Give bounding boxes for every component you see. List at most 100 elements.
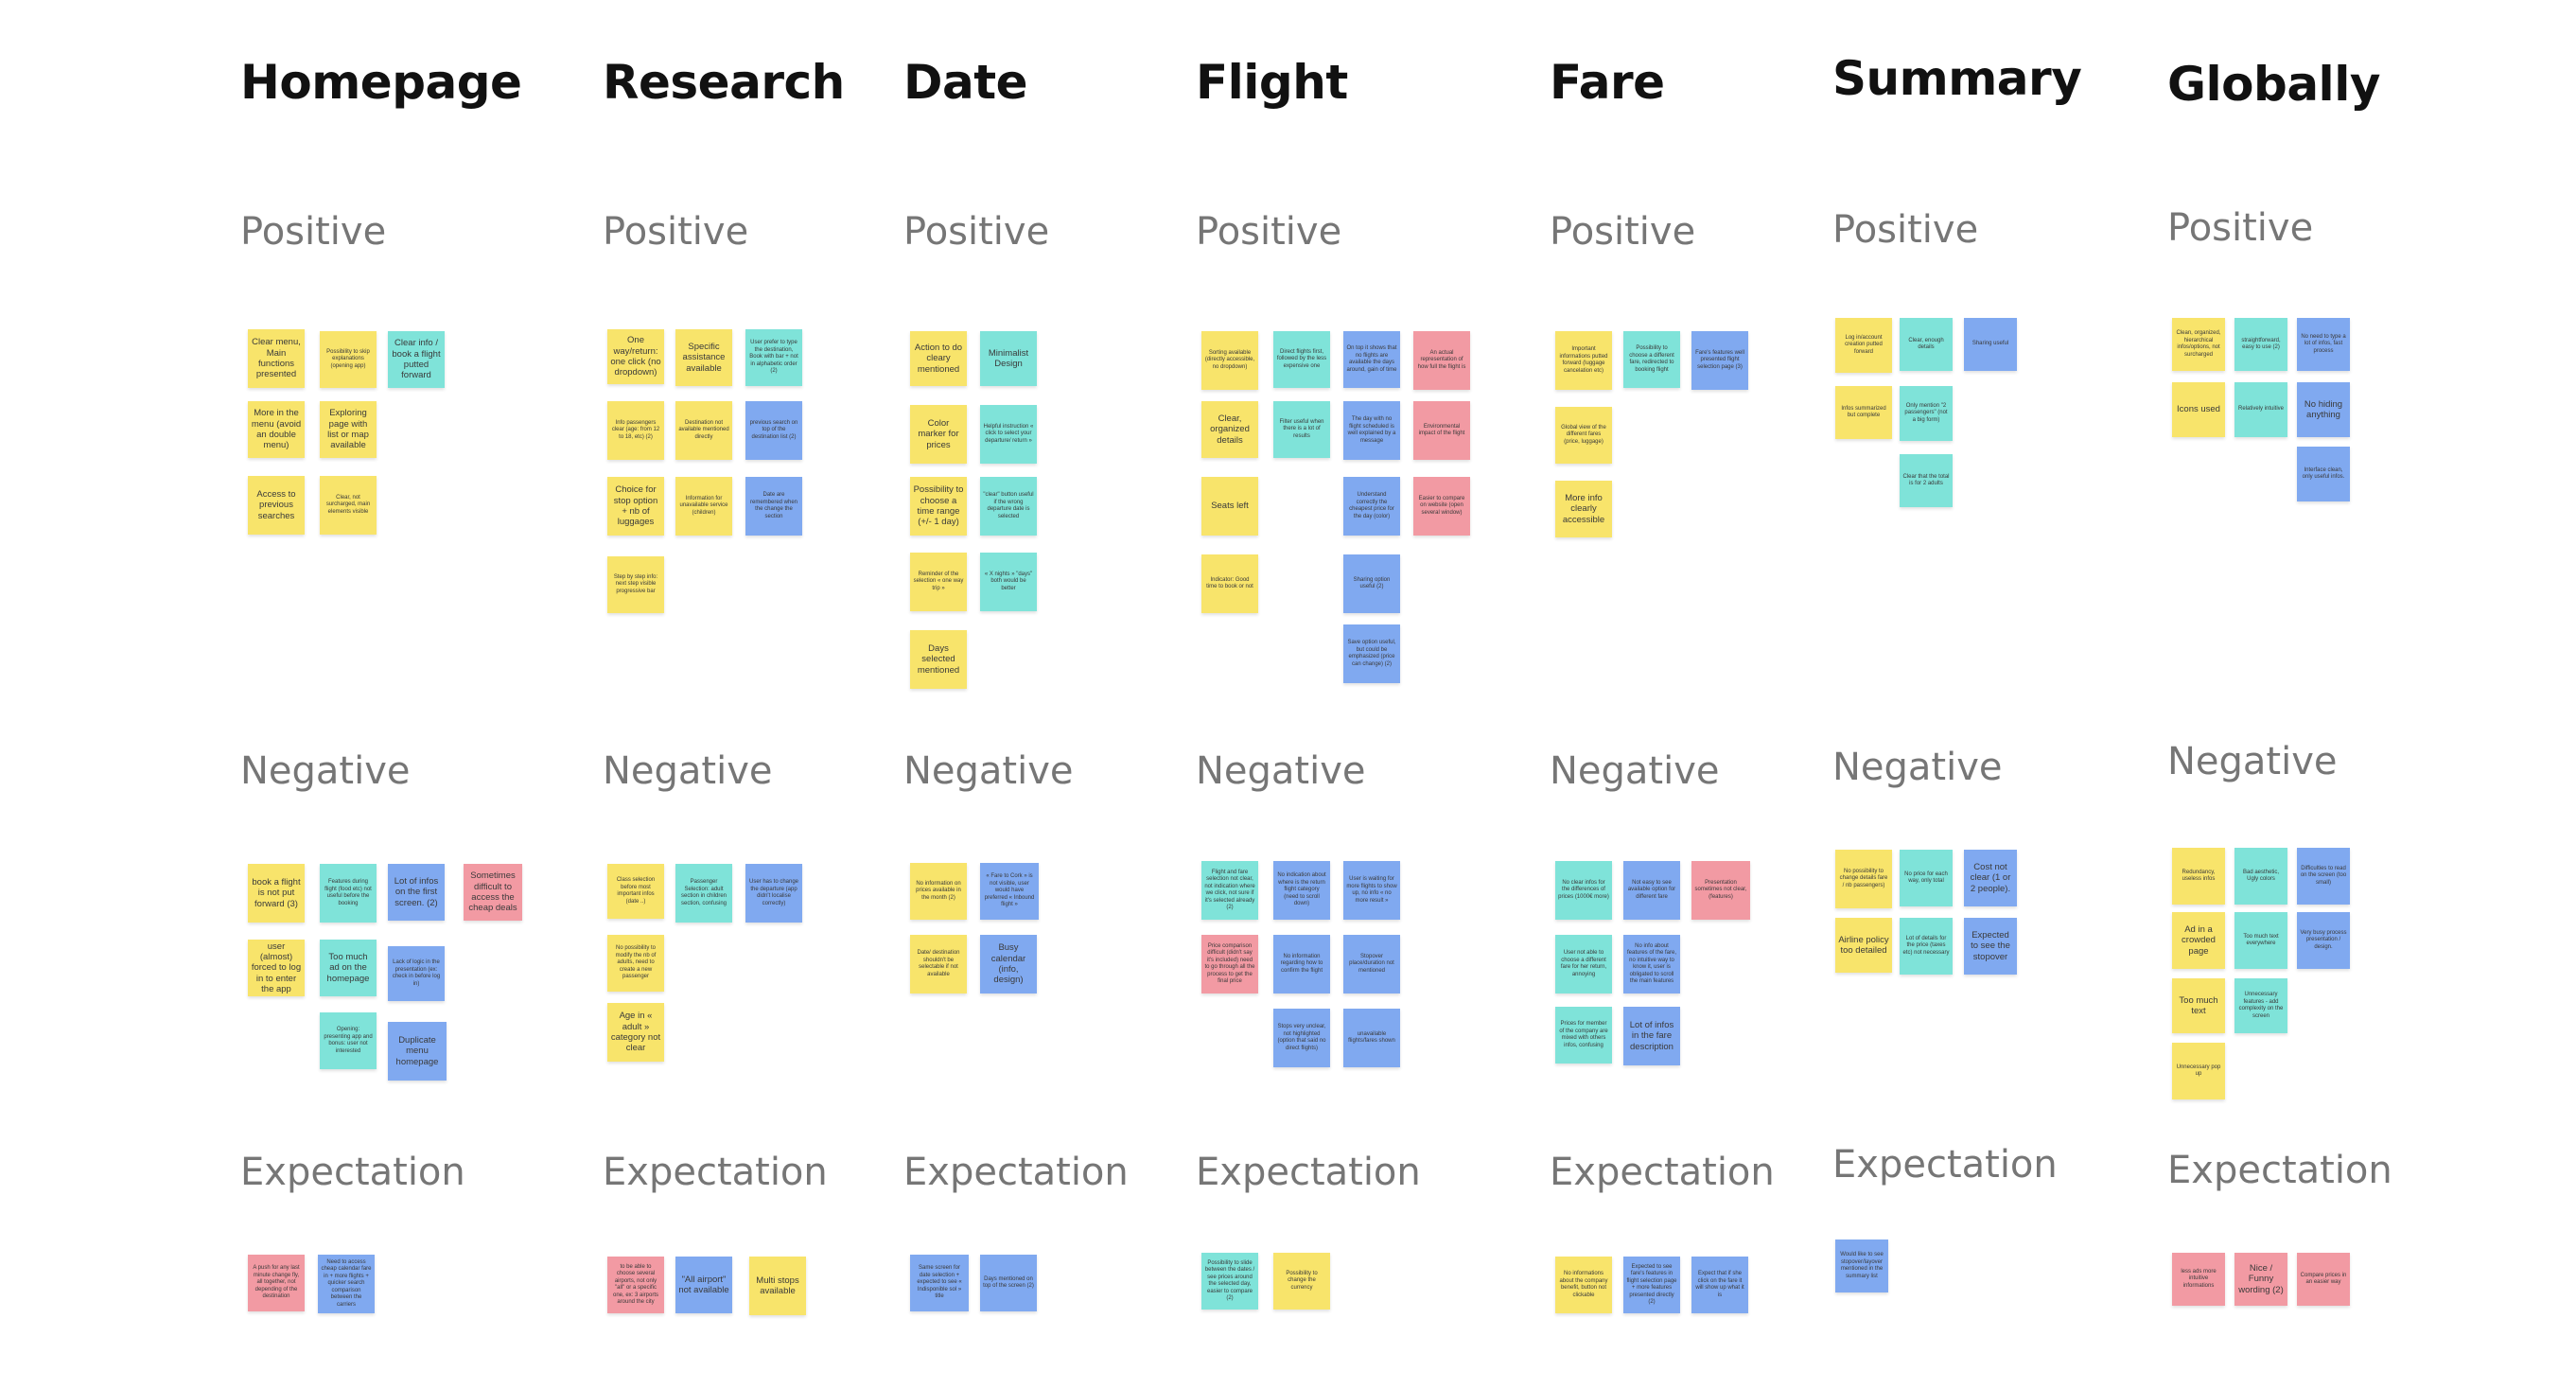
sticky-note[interactable]: Would like to see stopover/layover menti… — [1835, 1240, 1888, 1292]
sticky-note[interactable]: More info clearly accessible — [1555, 481, 1612, 537]
sticky-note[interactable]: Reminder of the selection « one way trip… — [910, 553, 967, 611]
sticky-note[interactable]: User has to change the departure (app di… — [745, 864, 802, 923]
sticky-note[interactable]: User not able to choose a different fare… — [1555, 935, 1612, 993]
sticky-note[interactable]: Action to do cleary mentioned — [910, 331, 967, 386]
sticky-note[interactable]: Cost not clear (1 or 2 people). — [1964, 850, 2017, 906]
sticky-note[interactable]: Stops very unclear, not highlighted (opt… — [1273, 1009, 1330, 1067]
sticky-note[interactable]: Lot of details for the price (taxes etc)… — [1900, 918, 1953, 975]
sticky-note[interactable]: Nice / Funny wording (2) — [2234, 1253, 2287, 1306]
sticky-note[interactable]: Exploring page with list or map availabl… — [320, 401, 377, 458]
sticky-note[interactable]: User prefer to type the destination, Boo… — [745, 329, 802, 386]
sticky-note[interactable]: Save option useful, but could be emphasi… — [1343, 624, 1400, 683]
sticky-note[interactable]: Possibility to slide between the dates /… — [1201, 1253, 1258, 1310]
sticky-note[interactable]: Seats left — [1201, 477, 1258, 536]
sticky-note[interactable]: Icons used — [2172, 382, 2225, 437]
sticky-note[interactable]: unavailable flights/fares shown — [1343, 1009, 1400, 1067]
sticky-note[interactable]: Redundancy, useless infos — [2172, 848, 2225, 905]
sticky-note[interactable]: Log in/account creation putted forward — [1835, 318, 1892, 373]
sticky-note[interactable]: Filter useful when there is a lot of res… — [1273, 401, 1330, 458]
sticky-note[interactable]: Difficulties to read on the screen (too … — [2297, 848, 2350, 905]
sticky-note[interactable]: "All airport" not available — [675, 1257, 732, 1313]
sticky-note[interactable]: Access to previous searches — [248, 476, 305, 535]
sticky-note[interactable]: Possibility to change the currency — [1273, 1253, 1330, 1310]
sticky-note[interactable]: Not easy to see available option for dif… — [1623, 861, 1680, 920]
sticky-note[interactable]: Duplicate menu homepage — [388, 1022, 447, 1081]
sticky-note[interactable]: Busy calendar (info, design) — [980, 935, 1037, 993]
sticky-note[interactable]: Ad in a crowded page — [2172, 912, 2225, 969]
sticky-note[interactable]: The day with no flight scheduled is well… — [1343, 401, 1400, 460]
sticky-note[interactable]: Date are remembered when the change the … — [745, 477, 802, 536]
sticky-note[interactable]: Clear, organized details — [1201, 401, 1258, 458]
sticky-note[interactable]: Lack of logic in the presentation (ex: c… — [388, 946, 445, 1001]
sticky-note[interactable]: No need to type a lot of infos, fast pro… — [2297, 318, 2350, 371]
sticky-note[interactable]: Age in « adult » category not clear — [607, 1003, 664, 1062]
sticky-note[interactable]: Easier to compare on website (open sever… — [1413, 477, 1470, 536]
sticky-note[interactable]: Destination not available mentioned dire… — [675, 401, 732, 460]
sticky-note[interactable]: Unnecessary pop up — [2172, 1043, 2225, 1099]
sticky-note[interactable]: A push for any last minute change fly, a… — [248, 1255, 305, 1311]
sticky-note[interactable]: Too much text — [2172, 978, 2225, 1033]
sticky-note[interactable]: Airline policy too detailed — [1835, 918, 1892, 973]
sticky-note[interactable]: No information regarding how to confirm … — [1273, 935, 1330, 993]
sticky-note[interactable]: Expect that if she click on the fare it … — [1691, 1257, 1748, 1313]
sticky-note[interactable]: Unnecessary features - add complexity on… — [2234, 978, 2287, 1033]
sticky-note[interactable]: Expected to see the stopover — [1964, 918, 2017, 975]
sticky-note[interactable]: « Fare to Cork » is not visible, user wo… — [980, 863, 1039, 920]
sticky-note[interactable]: Clear that the total is for 2 adults — [1900, 454, 1953, 507]
sticky-note[interactable]: Fare's features well presented flight se… — [1691, 331, 1748, 390]
sticky-note[interactable]: More in the menu (avoid an double menu) — [248, 401, 305, 458]
sticky-note[interactable]: Clear, enough details — [1900, 318, 1953, 371]
sticky-note[interactable]: Expected to see fare's features in fligh… — [1623, 1257, 1680, 1313]
sticky-note[interactable]: Bad aesthetic, Ugly colors — [2234, 848, 2287, 905]
sticky-note[interactable]: No information on prices available in th… — [910, 863, 967, 920]
sticky-note[interactable]: Compare prices in an easier way — [2297, 1253, 2350, 1306]
sticky-note[interactable]: Too much ad on the homepage — [320, 940, 377, 996]
sticky-note[interactable]: Opening: presenting app and bonus: user … — [320, 1012, 377, 1069]
sticky-note[interactable]: Too much text everywhere — [2234, 912, 2287, 969]
sticky-note[interactable]: Lot of infos on the first screen. (2) — [388, 864, 445, 921]
sticky-note[interactable]: Possibility to skip explanations (openin… — [320, 331, 377, 388]
sticky-note[interactable]: Infos summarized but complete — [1835, 386, 1892, 439]
sticky-note[interactable]: Information for unavailable service (chi… — [675, 477, 732, 536]
sticky-note[interactable]: No possibility to change details fare / … — [1835, 850, 1892, 908]
sticky-note[interactable]: No clear infos for the differences of pr… — [1555, 861, 1612, 920]
sticky-note[interactable]: Sorting available (directly accessible, … — [1201, 331, 1258, 390]
sticky-note[interactable]: « X nights » "days" both would be better — [980, 553, 1037, 611]
sticky-note[interactable]: Very busy process presentation / design. — [2297, 912, 2350, 969]
sticky-note[interactable]: Sometimes difficult to access the cheap … — [464, 864, 522, 921]
sticky-note[interactable]: Features during flight (food etc) not us… — [320, 864, 377, 923]
sticky-note[interactable]: On top it shows that no flights are avai… — [1343, 331, 1400, 388]
sticky-note[interactable]: No informations about the company benefi… — [1555, 1257, 1612, 1313]
sticky-note[interactable]: Indicator: Good time to book or not — [1201, 554, 1258, 613]
sticky-note[interactable]: Global view of the different fares (pric… — [1555, 407, 1612, 464]
sticky-note[interactable]: An actual representation of how full the… — [1413, 331, 1470, 390]
sticky-note[interactable]: book a flight is not put forward (3) — [248, 864, 305, 923]
sticky-note[interactable]: Direct flights first, followed by the le… — [1273, 331, 1330, 388]
sticky-note[interactable]: No info about features of the fare, no i… — [1623, 935, 1680, 993]
sticky-note[interactable]: Sharing option useful (2) — [1343, 554, 1400, 613]
sticky-note[interactable]: Minimalist Design — [980, 331, 1037, 386]
sticky-note[interactable]: Environmental impact of the flight — [1413, 401, 1470, 460]
sticky-note[interactable]: No price for each way, only total — [1900, 850, 1953, 906]
sticky-note[interactable]: Date/ destination shouldn't be selectabl… — [910, 935, 967, 993]
sticky-note[interactable]: Relatively intuitive — [2234, 382, 2287, 437]
sticky-note[interactable]: Color marker for prices — [910, 405, 967, 464]
sticky-note[interactable]: Price comparison difficult (didn't say i… — [1201, 935, 1258, 993]
sticky-note[interactable]: Days mentioned on top of the screen (2) — [980, 1255, 1037, 1311]
sticky-note[interactable]: Same screen for date selection + expecte… — [910, 1255, 969, 1311]
sticky-note[interactable]: Interface clean, only useful infos. — [2297, 447, 2350, 501]
sticky-note[interactable]: Clear, not surcharged, main elements vis… — [320, 476, 377, 535]
sticky-note[interactable]: Passenger Selection: adult section in ch… — [675, 864, 732, 923]
sticky-note[interactable]: Stopover place/duration not mentioned — [1343, 935, 1400, 993]
sticky-note[interactable]: to be able to choose several airports, n… — [607, 1257, 664, 1313]
sticky-note[interactable]: Important informations putted forward (l… — [1555, 331, 1612, 390]
sticky-note[interactable]: Choice for stop option + nb of luggages — [607, 477, 664, 536]
sticky-note[interactable]: Clear menu, Main functions presented — [248, 329, 305, 388]
sticky-note[interactable]: Clean, organized, hierarchical infos/opt… — [2172, 318, 2225, 371]
sticky-note[interactable]: Helpful instruction « click to select yo… — [980, 405, 1037, 464]
sticky-note[interactable]: Class selection before most important in… — [607, 864, 664, 919]
sticky-note[interactable]: One way/return: one click (no dropdown) — [607, 329, 664, 384]
sticky-note[interactable]: Prices for member of the company are mix… — [1555, 1007, 1612, 1064]
sticky-note[interactable]: Lot of infos in the fare description — [1623, 1007, 1680, 1065]
sticky-note[interactable]: Days selected mentioned — [910, 630, 967, 689]
